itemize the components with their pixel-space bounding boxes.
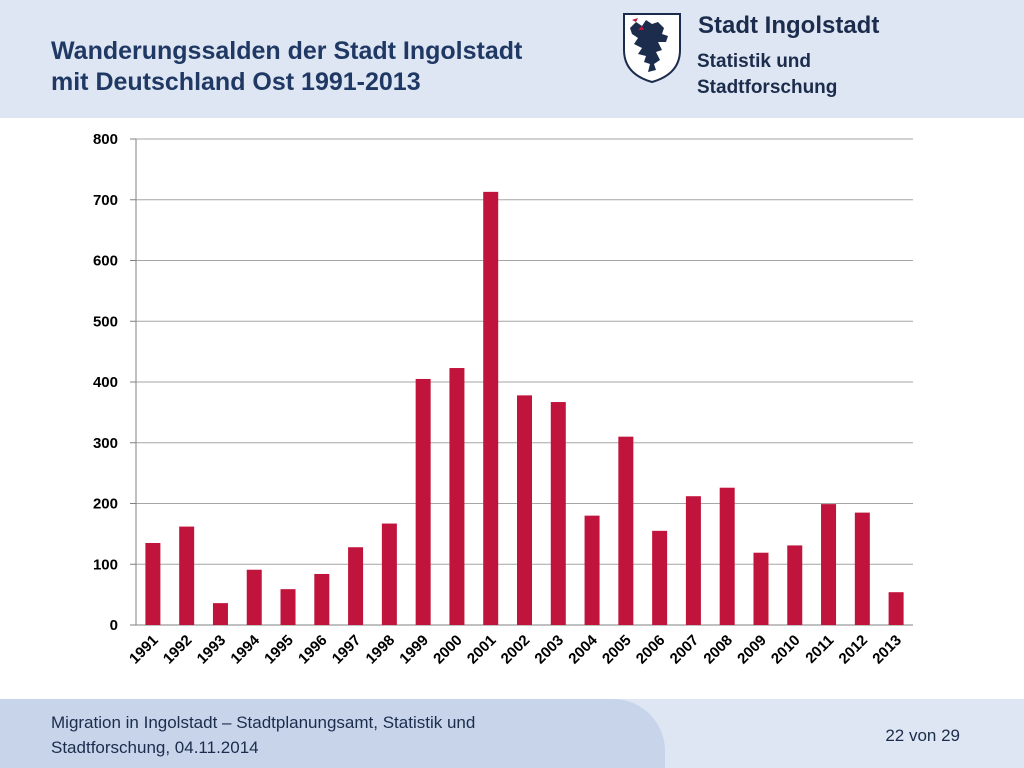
- title-line-1: Wanderungssalden der Stadt Ingolstadt: [51, 37, 523, 65]
- org-name: Stadt Ingolstadt: [698, 12, 880, 39]
- x-tick-label: 2000: [430, 632, 466, 668]
- x-tick-label: 2010: [768, 632, 804, 668]
- x-tick-label: 2007: [667, 632, 703, 668]
- x-tick-label: 2003: [531, 632, 567, 668]
- chart-bars: [145, 191, 904, 626]
- bar-2012: [854, 512, 870, 625]
- panther-crest-icon: [623, 13, 681, 84]
- bar-1993: [212, 603, 228, 625]
- y-tick-label: 0: [110, 617, 118, 634]
- x-tick-label: 1998: [363, 632, 399, 668]
- x-tick-label: 2006: [633, 632, 669, 668]
- bar-2013: [888, 592, 904, 625]
- y-tick-label: 200: [93, 496, 118, 513]
- bar-2001: [483, 191, 499, 626]
- x-tick-label: 2002: [498, 632, 534, 668]
- x-tick-label: 1997: [329, 632, 365, 668]
- slide-header: [0, 0, 1024, 118]
- x-tick-label: 2013: [869, 632, 905, 668]
- y-tick-label: 400: [93, 374, 118, 391]
- bar-1999: [415, 378, 431, 625]
- y-tick-label: 800: [93, 131, 118, 148]
- footer-line-2: Stadtforschung, 04.11.2014: [51, 738, 259, 757]
- x-tick-label: 2008: [700, 632, 736, 668]
- y-tick-label: 600: [93, 253, 118, 270]
- x-axis-ticks: 1991199219931994199519961997199819992000…: [126, 631, 905, 667]
- bar-2010: [787, 545, 803, 625]
- footer-caption: Migration in Ingolstadt – Stadtplanungsa…: [51, 710, 475, 760]
- bar-1995: [280, 589, 296, 625]
- x-tick-label: 1999: [396, 632, 432, 668]
- bar-1991: [145, 542, 161, 625]
- x-tick-label: 2005: [599, 632, 635, 668]
- title-line-2: mit Deutschland Ost 1991-2013: [51, 68, 421, 96]
- x-tick-label: 1993: [194, 632, 230, 668]
- org-dept-line-2: Stadtforschung: [697, 77, 838, 98]
- y-tick-label: 100: [93, 556, 118, 573]
- bar-2008: [719, 487, 735, 625]
- bar-1996: [314, 573, 330, 625]
- bar-2000: [449, 368, 465, 625]
- x-tick-label: 2009: [734, 632, 770, 668]
- org-dept-line-1: Statistik und: [697, 51, 812, 72]
- x-tick-label: 1992: [160, 632, 196, 668]
- bar-1998: [381, 523, 397, 625]
- bar-2002: [517, 395, 532, 625]
- y-tick-label: 500: [93, 313, 118, 330]
- footer-line-1: Migration in Ingolstadt – Stadtplanungsa…: [51, 713, 476, 732]
- x-tick-label: 1991: [126, 632, 162, 668]
- bar-2011: [821, 504, 837, 625]
- bar-2007: [685, 496, 701, 625]
- bar-1997: [348, 547, 364, 625]
- y-tick-label: 300: [93, 435, 118, 452]
- x-tick-label: 1995: [261, 632, 297, 668]
- page-number: 22 von 29: [885, 726, 960, 745]
- bar-2005: [618, 436, 634, 625]
- org-department: Statistik und Stadtforschung: [697, 49, 837, 101]
- bar-2006: [652, 530, 668, 625]
- x-tick-label: 2004: [565, 631, 601, 667]
- bar-2009: [753, 552, 769, 625]
- slide-title: Wanderungssalden der Stadt Ingolstadt mi…: [51, 36, 522, 98]
- x-tick-label: 1994: [227, 631, 263, 667]
- bar-1994: [246, 569, 262, 625]
- x-tick-label: 1996: [295, 632, 331, 668]
- y-tick-label: 700: [93, 192, 118, 209]
- bar-2004: [584, 515, 600, 625]
- x-tick-label: 2011: [802, 632, 837, 667]
- footer-tab: [0, 699, 665, 768]
- x-tick-label: 2001: [464, 632, 500, 668]
- x-tick-label: 2012: [836, 632, 872, 668]
- y-axis-ticks: 0 100 200 300 400 500 600 700 800: [93, 131, 118, 634]
- bar-2003: [550, 402, 566, 625]
- bar-1992: [179, 526, 195, 625]
